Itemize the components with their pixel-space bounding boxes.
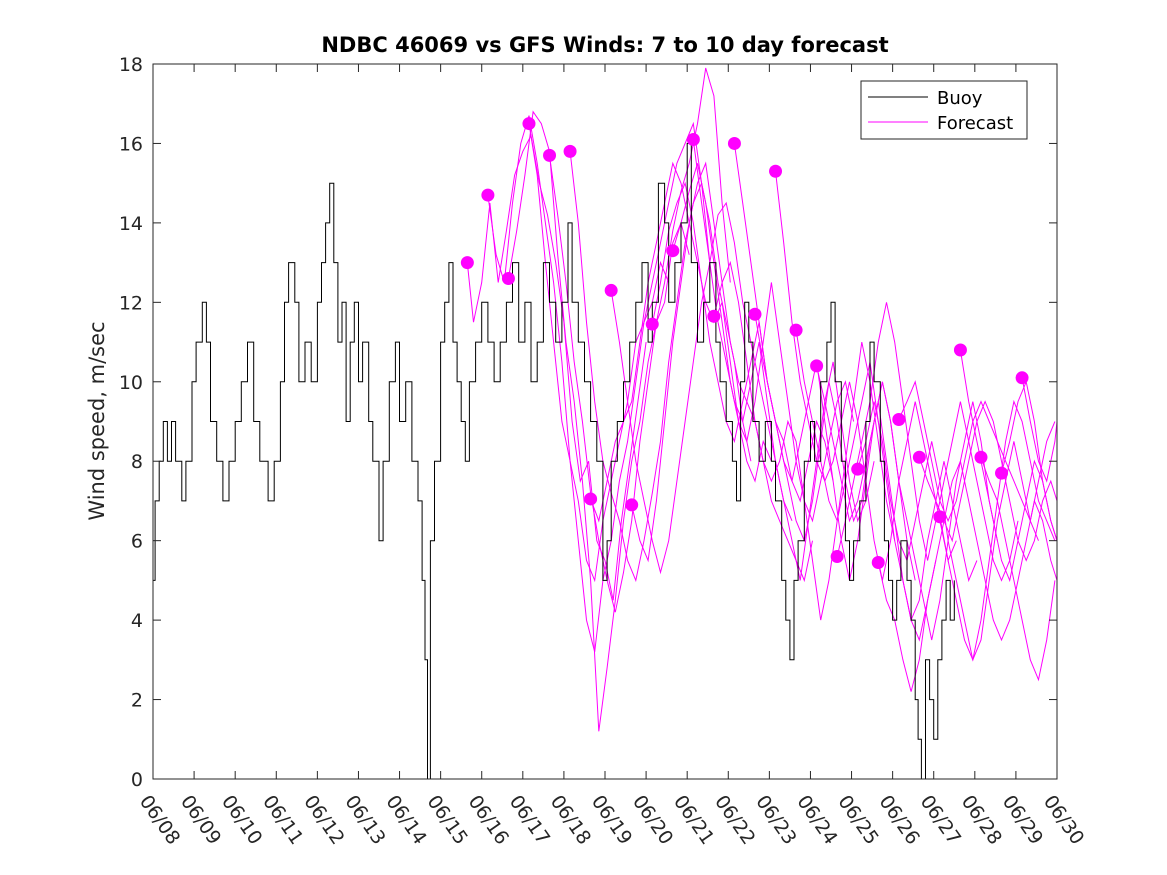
forecast-line <box>1001 380 1057 541</box>
forecast-marker <box>851 462 865 476</box>
forecast-marker <box>727 136 741 150</box>
y-tick-label: 4 <box>131 610 143 632</box>
y-tick-label: 2 <box>131 690 143 712</box>
forecast-marker <box>748 307 762 321</box>
legend-label-buoy: Buoy <box>937 88 983 109</box>
forecast-marker <box>625 498 639 512</box>
y-tick-label: 6 <box>131 531 143 553</box>
forecast-line <box>569 151 752 583</box>
forecast-marker <box>707 309 721 323</box>
legend: Buoy Forecast <box>860 80 1028 140</box>
y-tick-label: 12 <box>119 292 143 314</box>
y-tick-label: 18 <box>119 54 143 76</box>
forecast-marker <box>563 144 577 158</box>
forecast-marker <box>686 132 700 146</box>
forecast-line <box>466 133 647 601</box>
y-tick-label: 14 <box>119 213 143 235</box>
forecast-marker <box>974 450 988 464</box>
forecast-marker <box>892 413 906 427</box>
forecast-marker <box>830 550 844 564</box>
legend-box <box>860 80 1028 140</box>
forecast-line <box>816 365 998 641</box>
forecast-marker <box>501 272 515 285</box>
y-tick-label: 10 <box>119 372 143 394</box>
forecast-line <box>528 121 711 583</box>
forecast-line <box>672 163 855 523</box>
forecast-line <box>507 110 690 732</box>
forecast-marker <box>522 117 536 131</box>
forecast-line <box>549 67 731 613</box>
buoy-line <box>153 142 955 779</box>
forecast-line <box>610 201 793 575</box>
forecast-marker <box>912 450 926 464</box>
forecast-marker <box>666 244 680 258</box>
forecast-line <box>1021 377 1057 483</box>
forecast-marker <box>769 164 783 178</box>
marker-layer <box>460 117 1029 570</box>
forecast-line <box>487 115 670 653</box>
forecast-line <box>590 161 772 523</box>
forecast-line <box>898 380 1056 523</box>
forecast-marker <box>645 317 659 331</box>
forecast-marker <box>810 359 824 373</box>
forecast-marker <box>584 492 598 506</box>
forecast-marker <box>933 510 947 524</box>
forecast-marker <box>995 466 1009 480</box>
y-axis-label: Wind speed, m/sec <box>85 321 109 520</box>
y-tick-label: 16 <box>119 133 143 155</box>
forecast-marker <box>953 343 967 357</box>
forecast-marker <box>543 148 557 162</box>
forecast-line <box>980 457 1056 682</box>
y-tick-label: 0 <box>131 769 143 791</box>
forecast-marker <box>604 283 618 297</box>
forecast-marker <box>871 556 885 570</box>
forecast-marker <box>481 188 495 202</box>
forecast-line <box>836 302 1019 582</box>
series-layer <box>153 67 1057 779</box>
forecast-line <box>795 330 978 622</box>
legend-label-forecast: Forecast <box>937 113 1013 134</box>
y-tick-label: 8 <box>131 451 143 473</box>
forecast-line <box>877 459 1057 692</box>
forecast-marker <box>1015 371 1029 385</box>
forecast-line <box>692 139 875 581</box>
plot-area <box>153 64 1057 779</box>
forecast-marker <box>460 256 474 270</box>
y-axis: 0 2 4 6 8 10 12 14 16 18 <box>119 54 1057 791</box>
forecast-marker <box>789 323 803 337</box>
chart-title: NDBC 46069 vs GFS Winds: 7 to 10 day for… <box>321 33 888 57</box>
